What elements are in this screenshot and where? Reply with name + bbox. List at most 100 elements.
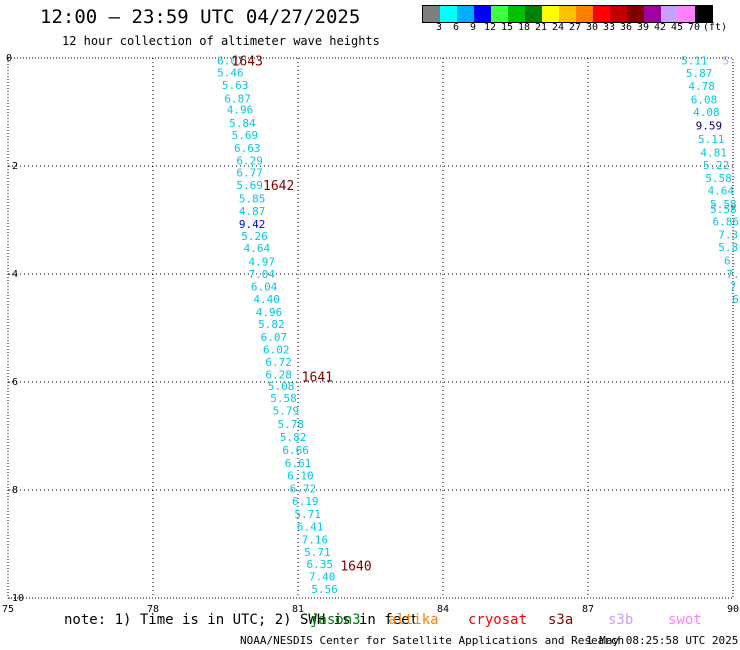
swh-value-label: 5 — [722, 55, 729, 68]
swh-value-label: 4.96 — [256, 306, 283, 319]
satellite-label-swot: swot — [668, 612, 702, 628]
swh-value-label: 4.64 — [708, 184, 735, 197]
swh-value-label: 5.46 — [217, 67, 244, 80]
swh-value-label: 4.96 — [227, 103, 254, 116]
swh-value-label: 5.82 — [280, 431, 307, 444]
swh-value-label: 6.86 — [713, 216, 740, 229]
legend-tick-label: 39 — [636, 22, 650, 33]
legend-tick-label: 42 — [653, 22, 667, 33]
credit-text: NOAA/NESDIS Center for Satellite Applica… — [240, 634, 625, 647]
y-tick-label: -10 — [6, 593, 24, 604]
legend-tick-label: 15 — [500, 22, 514, 33]
swh-value-label: 6. — [724, 255, 737, 268]
x-tick-label: 81 — [292, 604, 304, 615]
x-tick-label: 90 — [727, 604, 739, 615]
swh-value-label: 5.85 — [239, 192, 266, 205]
legend-swatch — [576, 6, 593, 22]
legend-tick-label: 12 — [483, 22, 497, 33]
swh-value-label: 9.59 — [696, 120, 723, 133]
legend-tick-label: 3 — [435, 22, 443, 33]
swh-value-label: 9.42 — [239, 218, 266, 231]
swh-value-label: 5.58 — [270, 392, 297, 405]
swh-value-label: 6.63 — [234, 142, 261, 155]
legend-swatch — [525, 6, 542, 22]
satellite-label-jason3: jason3 — [310, 612, 361, 628]
legend-tick-label: 21 — [534, 22, 548, 33]
x-tick-label: 84 — [437, 604, 449, 615]
legend-tick-label: 45 — [670, 22, 684, 33]
swh-value-label: 6.72 — [290, 482, 317, 495]
legend-tick-label: 36 — [619, 22, 633, 33]
swh-value-label: 5.71 — [304, 546, 331, 559]
swh-value-label: 5.58 — [705, 172, 732, 185]
satellite-label-s3b: s3b — [608, 612, 634, 628]
swh-value-label: 6.28 — [265, 368, 292, 381]
swh-value-label: 5.87 — [686, 67, 713, 80]
swh-value-label: 6.66 — [282, 444, 309, 457]
satellite-label-altika: altika — [388, 612, 439, 628]
swh-value-label: 7 — [730, 280, 737, 293]
swh-value-label: 6.19 — [292, 495, 319, 508]
legend-tick-label: 30 — [585, 22, 599, 33]
swh-value-label: 4.81 — [700, 147, 727, 160]
legend-swatch — [644, 6, 661, 22]
legend-swatch — [627, 6, 644, 22]
legend-tick-label: 6 — [452, 22, 460, 33]
legend-swatch — [593, 6, 610, 22]
y-tick-label: -6 — [6, 377, 18, 388]
pass-number-label: 1640 — [340, 560, 371, 575]
legend-tick-label: 33 — [602, 22, 616, 33]
swh-value-label: 7.16 — [302, 534, 329, 547]
map-frame — [7, 57, 734, 599]
pass-number-label: 1641 — [302, 371, 333, 386]
swh-value-label: 4.64 — [244, 242, 271, 255]
swh-value-label: 6.07 — [217, 55, 244, 68]
y-tick-label: -4 — [6, 269, 18, 280]
legend-swatch — [474, 6, 491, 22]
y-tick-label: -8 — [6, 485, 18, 496]
satellite-label-s3a: s3a — [548, 612, 574, 628]
footer-note: note: 1) Time is in UTC; 2) SWH is in fe… — [64, 612, 419, 628]
swh-value-label: 6.02 — [263, 344, 290, 357]
legend-tick-label: 70 — [687, 22, 701, 33]
generated-timestamp: 1 May 08:25:58 UTC 2025 — [586, 634, 739, 647]
swh-value-label: 4.08 — [693, 106, 720, 119]
legend-swatch — [695, 6, 712, 22]
legend-swatch — [508, 6, 525, 22]
satellite-label-cryosat: cryosat — [468, 612, 528, 628]
legend-swatch — [559, 6, 576, 22]
swh-value-label: 6.87 — [224, 93, 251, 106]
swh-value-label: 6.77 — [236, 166, 263, 179]
swh-value-label: 5.11 — [698, 133, 725, 146]
swh-value-label: 7. — [726, 268, 739, 281]
page-subtitle: 12 hour collection of altimeter wave hei… — [62, 34, 380, 48]
swh-value-label: 5.63 — [222, 79, 249, 92]
legend-tick-label: 27 — [568, 22, 582, 33]
swh-value-label: 5.56 — [311, 583, 338, 596]
swh-value-label: 5.11 — [681, 55, 708, 68]
legend-tick-label: 24 — [551, 22, 565, 33]
swh-value-label: 6.08 — [691, 94, 718, 107]
swh-value-label: 5.82 — [258, 318, 285, 331]
legend-unit: (ft) — [702, 22, 728, 33]
swh-value-label: 6.10 — [287, 469, 314, 482]
swh-value-label: 5.26 — [241, 230, 268, 243]
legend-swatch — [440, 6, 457, 22]
swh-value-label: 5.22 — [703, 159, 730, 172]
legend-swatch — [491, 6, 508, 22]
x-tick-label: 78 — [147, 604, 159, 615]
swh-value-label: 6.35 — [307, 558, 334, 571]
swh-value-label: 4.97 — [249, 256, 276, 269]
legend-swatch — [678, 6, 695, 22]
swh-value-label: 5.69 — [232, 129, 259, 142]
pass-number-label: 1643 — [232, 55, 263, 70]
legend-tick-label: 18 — [517, 22, 531, 33]
y-tick-label: 0 — [6, 53, 12, 64]
swh-value-label: 5.58 — [710, 198, 737, 211]
swh-value-label: 5.71 — [294, 508, 321, 521]
legend-swatch — [610, 6, 627, 22]
legend-tick-label: 9 — [469, 22, 477, 33]
swh-value-label: 6.41 — [297, 521, 324, 534]
